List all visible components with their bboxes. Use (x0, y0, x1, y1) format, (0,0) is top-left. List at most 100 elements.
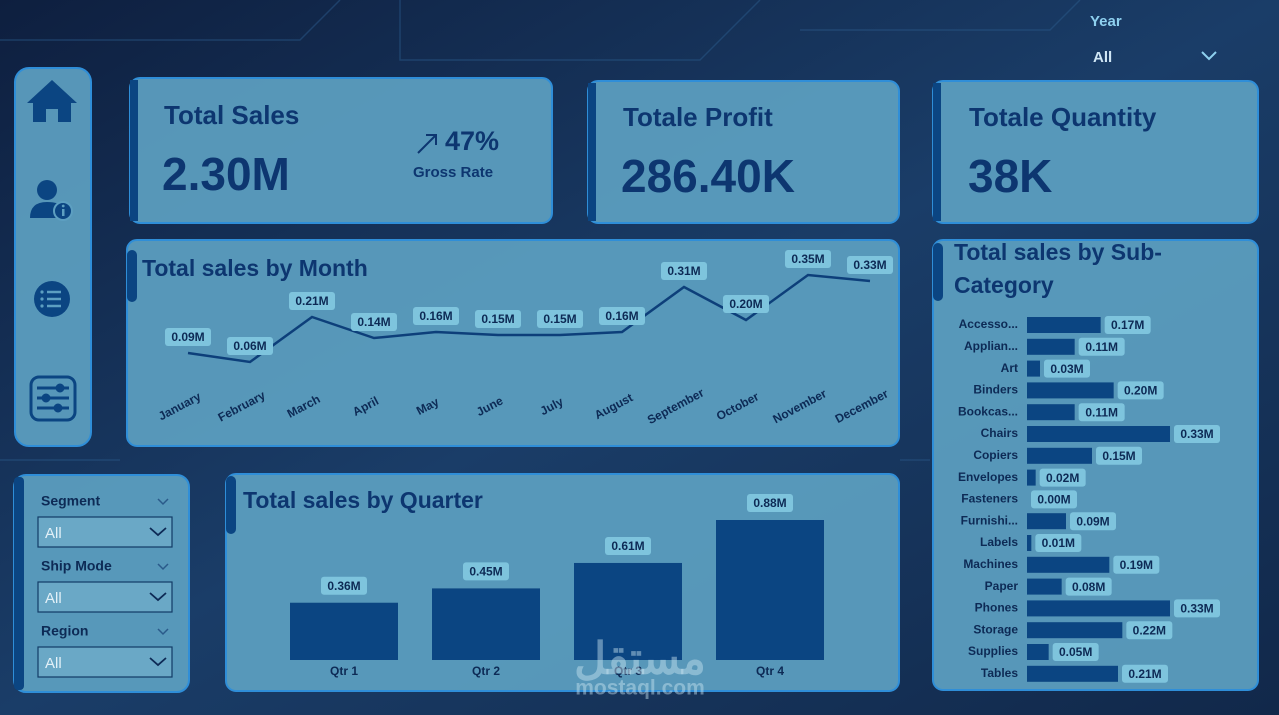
year-value[interactable]: All (1093, 49, 1112, 66)
data-label: 0.06M (233, 339, 266, 353)
data-label: 0.08M (1072, 580, 1105, 594)
chart-title: Total sales by Quarter (243, 487, 483, 513)
x-tick-label: Qtr 2 (472, 664, 500, 678)
y-tick-label: Binders (973, 383, 1018, 397)
data-label: 0.00M (1037, 493, 1070, 507)
y-tick-label: Storage (973, 622, 1018, 636)
y-tick-label: Art (1001, 361, 1018, 375)
kpi-title: Totale Profit (623, 102, 773, 132)
bar (1027, 622, 1123, 639)
dropdown[interactable] (37, 646, 173, 678)
data-label: 0.05M (1059, 645, 1092, 659)
data-label-bg (463, 562, 509, 581)
data-label: 0.15M (481, 312, 514, 326)
data-label: 0.01M (1042, 536, 1075, 550)
bar (1027, 644, 1049, 660)
data-label-bg (475, 310, 521, 328)
data-label: 0.33M (1180, 602, 1213, 616)
filter-label: Segment (41, 493, 100, 509)
data-label-bg (1052, 643, 1099, 661)
y-tick-label: Labels (980, 535, 1018, 549)
bar (1027, 513, 1066, 530)
data-label: 0.11M (1085, 340, 1118, 354)
y-tick-label: Supplies (968, 644, 1018, 658)
kpi-title: Total Sales (164, 100, 299, 130)
card-accent (14, 477, 24, 690)
y-tick-label: Tables (981, 666, 1018, 680)
data-label: 0.16M (605, 309, 638, 323)
data-label: 0.20M (729, 297, 762, 311)
watermark: مستقل (574, 635, 706, 684)
data-label: 0.15M (1102, 449, 1135, 463)
bar (1027, 382, 1114, 399)
charts: 0.09MJanuary0.06MFebruary0.21MMarch0.14M… (156, 250, 1220, 683)
list-icon[interactable] (34, 281, 70, 317)
data-label: 0.16M (419, 309, 452, 323)
bar (1027, 338, 1075, 355)
data-label: 0.35M (791, 252, 824, 266)
data-label-bg (785, 250, 831, 268)
bar (1027, 665, 1118, 682)
dropdown[interactable] (37, 516, 173, 548)
y-tick-label: Envelopes (958, 470, 1018, 484)
data-label-bg (1070, 512, 1116, 531)
user-icon[interactable] (30, 180, 73, 221)
y-tick-label: Phones (975, 601, 1019, 615)
bar (1027, 404, 1075, 421)
data-label-bg (227, 337, 273, 355)
kpi-value: 38K (968, 150, 1052, 202)
filter-collapse[interactable] (157, 563, 169, 571)
data-label-bg (1044, 359, 1090, 378)
card-accent (933, 243, 943, 301)
data-label: 0.36M (327, 579, 360, 593)
chart-title: Total sales by Month (142, 255, 368, 281)
month-panel (126, 239, 900, 447)
bar (1027, 469, 1036, 486)
filter-collapse[interactable] (157, 498, 169, 506)
watermark: mostaql.com (575, 677, 705, 700)
home-icon[interactable] (27, 80, 77, 122)
data-label-bg (1065, 577, 1112, 596)
dropdown[interactable] (37, 581, 173, 613)
data-label: 0.09M (171, 330, 204, 344)
card-accent (130, 80, 138, 221)
settings-icon[interactable] (29, 375, 77, 422)
data-label: 0.22M (1133, 623, 1166, 637)
data-label-bg (1122, 664, 1168, 683)
bar (1027, 447, 1092, 464)
bar (1027, 426, 1170, 442)
kpi-value: 2.30M (162, 148, 290, 200)
data-label-bg (1096, 446, 1142, 465)
dropdown-chevron[interactable] (149, 592, 167, 602)
year-label: Year (1090, 13, 1122, 30)
y-tick-label: Chairs (981, 426, 1019, 440)
dropdown-chevron[interactable] (149, 527, 167, 537)
y-tick-label: Applian... (964, 339, 1018, 353)
data-label: 0.03M (1050, 362, 1083, 376)
dropdown-chevron[interactable] (149, 657, 167, 667)
data-label-bg (1078, 403, 1125, 422)
bar (1027, 578, 1062, 595)
data-label: 0.33M (853, 258, 886, 272)
bar (1027, 360, 1040, 377)
y-tick-label: Accesso... (959, 317, 1018, 331)
data-label-bg (1078, 337, 1125, 356)
dropdown-value: All (45, 590, 62, 607)
y-tick-label: Fasteners (961, 492, 1018, 506)
data-label: 0.14M (357, 315, 390, 329)
filter-collapse[interactable] (157, 628, 169, 636)
data-label: 0.09M (1076, 514, 1109, 528)
data-label: 0.31M (667, 264, 700, 278)
filter-label: Region (41, 623, 88, 639)
data-label-bg (1039, 468, 1086, 487)
x-tick-label: Qtr 4 (756, 664, 784, 678)
data-label: 0.19M (1120, 558, 1153, 572)
card-accent (226, 476, 236, 534)
data-label: 0.88M (753, 496, 786, 510)
data-label-bg (1174, 599, 1220, 618)
x-tick-label: Qtr 1 (330, 664, 358, 678)
filter-label: Ship Mode (41, 558, 112, 574)
data-label-bg (321, 576, 367, 595)
year-dropdown[interactable] (1201, 51, 1217, 61)
